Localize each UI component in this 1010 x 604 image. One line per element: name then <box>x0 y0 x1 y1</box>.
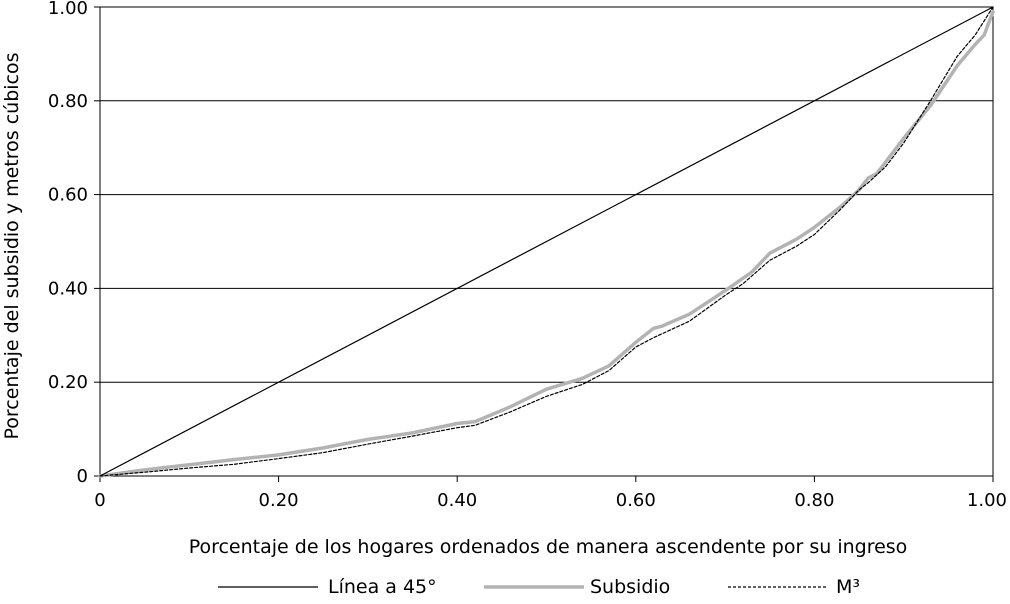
x-tick-labels: 0 0.20 0.40 0.60 0.80 1.00 <box>94 490 1007 511</box>
y-tick-label-4: 0.80 <box>48 91 88 112</box>
series-line-linea-a-45 <box>99 6 994 477</box>
y-axis-title: Porcentaje del subsidio y metros cúbicos <box>1 52 23 439</box>
y-tick-label-1: 0.20 <box>48 372 88 393</box>
horizontal-gridlines <box>100 6 993 383</box>
x-tick-label-0: 0 <box>94 490 105 511</box>
x-tick-label-1: 0.20 <box>259 490 299 511</box>
x-tick-label-4: 0.80 <box>794 490 834 511</box>
y-tick-labels: 0 0.20 0.40 0.60 0.80 1.00 <box>48 0 88 487</box>
x-tick-label-3: 0.60 <box>616 490 656 511</box>
axes <box>94 6 994 482</box>
y-tick-label-5: 1.00 <box>48 0 88 19</box>
legend-item-m: M³ <box>728 576 860 598</box>
legend-label-m: M³ <box>836 576 860 598</box>
series-line-subsidio <box>98 9 995 478</box>
x-axis-title: Porcentaje de los hogares ordenados de m… <box>189 536 908 558</box>
y-tick-label-0: 0 <box>77 466 88 487</box>
legend-item-subsidio: Subsidio <box>484 576 670 598</box>
y-tick-label-3: 0.60 <box>48 185 88 206</box>
legend-label-linea-a-45: Línea a 45° <box>328 576 437 598</box>
series-line-m <box>99 6 994 477</box>
series-lines <box>98 6 995 478</box>
axis-titles: Porcentaje de los hogares ordenados de m… <box>1 52 907 558</box>
legend: Línea a 45° Subsidio M³ <box>218 576 860 598</box>
x-tick-label-5: 1.00 <box>967 490 1007 511</box>
x-tick-label-2: 0.40 <box>437 490 477 511</box>
legend-item-linea-a-45: Línea a 45° <box>218 576 437 598</box>
y-tick-label-2: 0.40 <box>48 278 88 299</box>
legend-label-subsidio: Subsidio <box>590 576 670 598</box>
